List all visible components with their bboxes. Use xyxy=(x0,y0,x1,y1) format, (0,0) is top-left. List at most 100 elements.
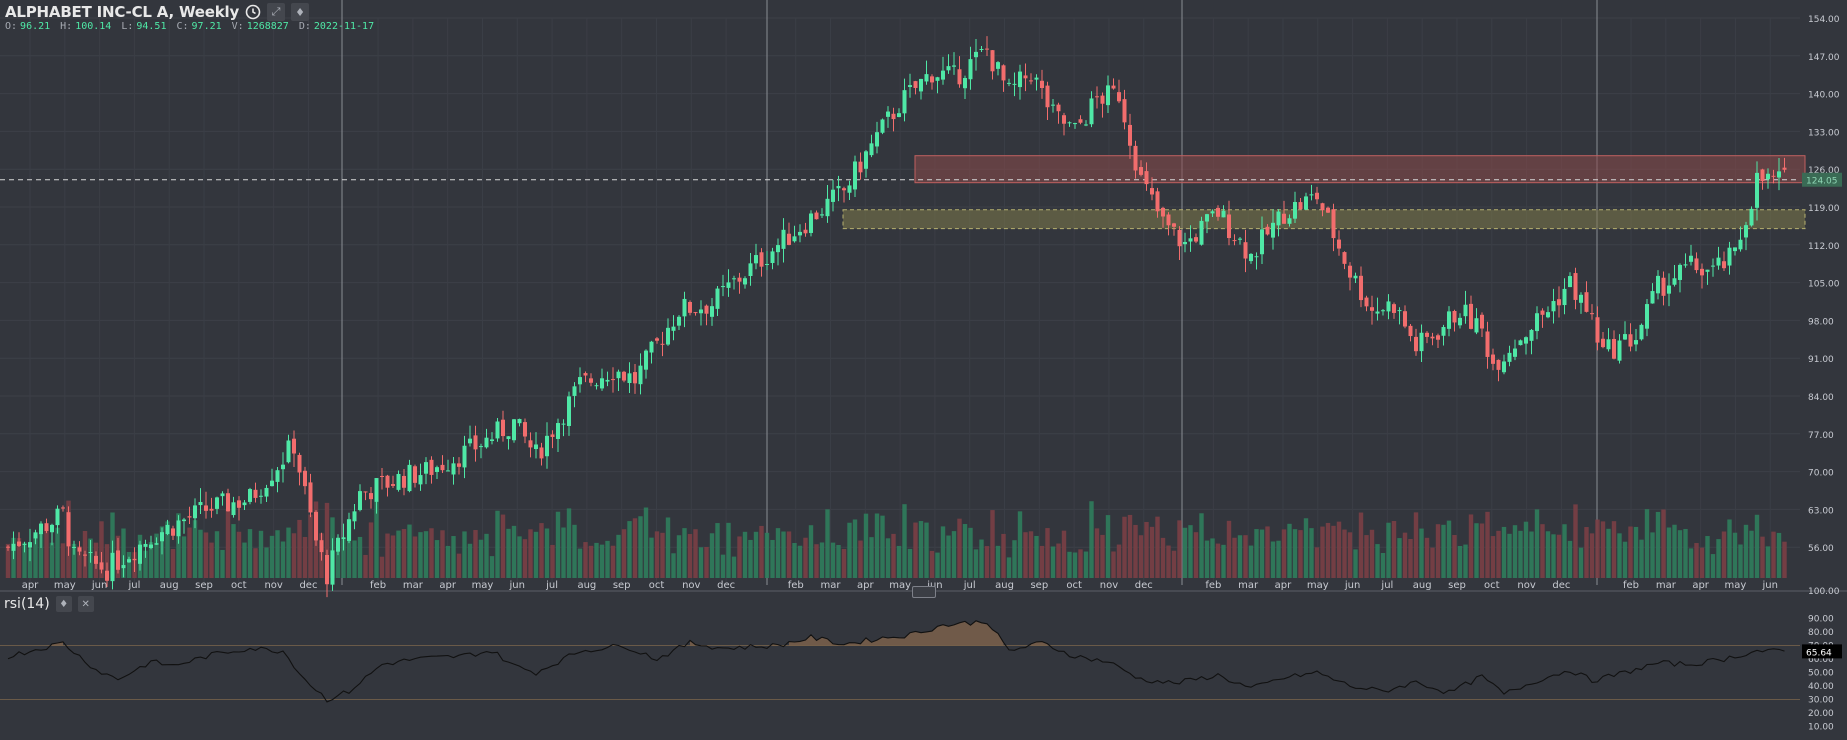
volume-bar xyxy=(1353,549,1358,578)
candle-body xyxy=(644,350,648,370)
clock-icon[interactable] xyxy=(245,4,261,20)
volume-bar xyxy=(577,548,583,578)
volume-bar xyxy=(1749,530,1754,578)
volume-bar xyxy=(1611,521,1617,578)
candle-body xyxy=(1078,119,1083,123)
volume-bar xyxy=(1518,530,1523,578)
price-tick-label: 119.00 xyxy=(1808,204,1840,214)
candle-body xyxy=(325,554,329,585)
rsi-tick-label: 20.00 xyxy=(1808,709,1834,719)
volume-bar xyxy=(44,526,49,578)
candle-body xyxy=(1238,238,1242,240)
settings-icon[interactable]: ♦ xyxy=(291,3,310,21)
symbol-title: ALPHABET INC-CL A, Weekly xyxy=(5,3,240,21)
candle-body xyxy=(1447,311,1451,329)
volume-bar xyxy=(1375,544,1380,578)
volume-bar xyxy=(324,502,330,578)
candle-body xyxy=(1700,268,1704,276)
candle-body xyxy=(633,372,637,384)
price-tick-label: 70.00 xyxy=(1808,469,1834,479)
volume-bar xyxy=(187,527,192,578)
price-tick-label: 112.00 xyxy=(1808,242,1840,252)
close-icon[interactable]: ✕ xyxy=(77,596,94,612)
expand-icon[interactable]: ⤢ xyxy=(267,3,286,21)
candle-body xyxy=(1188,238,1193,242)
chart-header: ALPHABET INC-CL A, Weekly ⤢ ♦ xyxy=(5,3,310,21)
month-label: oct xyxy=(1484,580,1500,591)
candle-body xyxy=(556,423,560,439)
candle-body xyxy=(286,440,291,463)
candle-body xyxy=(149,544,153,549)
candle-body xyxy=(17,541,21,546)
volume-bar xyxy=(1083,551,1089,578)
volume-bar xyxy=(1017,511,1023,578)
low-label: L: xyxy=(121,21,134,32)
candle-body xyxy=(308,482,313,513)
candle-body xyxy=(248,489,252,502)
rsi-pane xyxy=(7,620,1785,703)
month-label: may xyxy=(1725,580,1747,591)
price-tick-label: 140.00 xyxy=(1808,91,1840,101)
candle-body xyxy=(1397,310,1402,312)
candle-body xyxy=(759,252,764,267)
month-label: apr xyxy=(1275,580,1292,591)
candlesticks[interactable] xyxy=(6,36,1787,598)
candle-body xyxy=(215,497,219,509)
candle-body xyxy=(1513,348,1517,357)
candle-body xyxy=(1463,304,1468,317)
rsi-line xyxy=(7,620,1785,703)
pane-resize-handle[interactable] xyxy=(912,586,936,598)
volume-bar xyxy=(1600,521,1606,578)
candle-body xyxy=(737,277,742,282)
high-value: 100.14 xyxy=(75,21,112,32)
volume-bar xyxy=(1628,526,1633,578)
candle-body xyxy=(957,69,962,85)
candle-body xyxy=(1441,327,1446,336)
candle-body xyxy=(1216,207,1220,217)
volume-bar xyxy=(1358,512,1364,578)
candle-body xyxy=(165,524,170,535)
volume-bar xyxy=(1661,509,1666,578)
month-label: may xyxy=(54,580,76,591)
candle-body xyxy=(688,301,692,313)
month-label: sep xyxy=(1030,580,1048,591)
volume-bar xyxy=(539,523,544,578)
candle-body xyxy=(875,132,879,147)
candle-body xyxy=(512,419,516,441)
settings-icon[interactable]: ♦ xyxy=(55,596,72,612)
candle-body xyxy=(369,493,373,500)
candle-body xyxy=(622,371,626,381)
month-label: oct xyxy=(649,580,665,591)
candle-body xyxy=(682,298,687,317)
month-label: feb xyxy=(788,580,804,591)
candle-body xyxy=(314,511,318,541)
volume-bar xyxy=(1699,547,1705,578)
volume-bar xyxy=(484,533,489,578)
volume-bar xyxy=(1237,535,1243,578)
candle-body xyxy=(847,185,852,193)
volume-bar xyxy=(1721,531,1727,578)
candle-body xyxy=(1370,307,1374,311)
candle-body xyxy=(792,236,797,242)
candle-body xyxy=(1760,169,1765,182)
volume-bar xyxy=(698,547,704,578)
volume-bar xyxy=(1254,529,1259,578)
volume-bar xyxy=(236,531,242,578)
candle-body xyxy=(1502,361,1506,373)
candle-body xyxy=(594,385,599,387)
volume-bar xyxy=(1727,519,1732,578)
candle-body xyxy=(1001,65,1006,81)
candle-body xyxy=(88,552,93,554)
volume-bar xyxy=(990,510,995,578)
candle-body xyxy=(836,185,841,189)
candle-body xyxy=(451,463,456,475)
volume-bar xyxy=(1666,527,1672,578)
volume-bar xyxy=(1281,529,1287,578)
volume-bar xyxy=(1386,522,1391,578)
volume-bar xyxy=(1347,532,1353,578)
volume-bar xyxy=(632,518,638,578)
candle-body xyxy=(655,338,659,341)
month-label: feb xyxy=(370,580,386,591)
candle-body xyxy=(242,502,247,506)
